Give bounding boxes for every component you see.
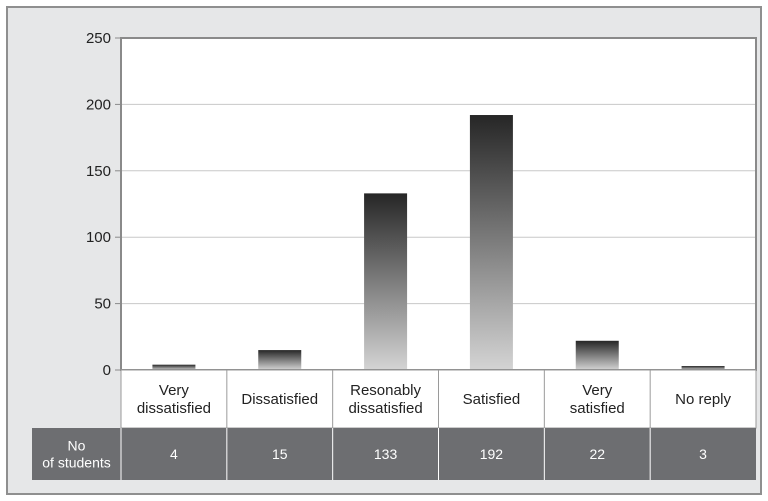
- table-value: 133: [374, 446, 398, 462]
- category-label: dissatisfied: [348, 400, 422, 417]
- y-axis-ticks: 0 50 100 150 200 250: [86, 30, 121, 379]
- gridlines: [121, 103, 756, 305]
- bar: [258, 350, 302, 370]
- y-tick-label: 0: [103, 362, 111, 379]
- category-label: dissatisfied: [137, 400, 211, 417]
- chart-frame: 0 50 100 150 200 250 Very dissatisfied 4 Dissati…: [6, 6, 762, 495]
- table-value: 4: [170, 446, 178, 462]
- row-label: of students: [42, 455, 111, 471]
- bar: [152, 364, 196, 370]
- y-tick-label: 100: [86, 229, 111, 246]
- category-label: Dissatisfied: [241, 391, 318, 408]
- table-value: 15: [272, 446, 288, 462]
- category-label: Very: [582, 382, 613, 399]
- bars: [152, 115, 725, 370]
- bar: [575, 340, 619, 370]
- y-tick-label: 50: [94, 296, 111, 313]
- y-tick-label: 250: [86, 30, 111, 47]
- data-table: Verydissatisfied4Dissatisfied15Resonably…: [32, 369, 757, 480]
- table-value: 22: [589, 446, 605, 462]
- table-value: 192: [480, 446, 504, 462]
- category-label: Resonably: [350, 382, 421, 399]
- value-row: [32, 428, 756, 480]
- y-tick-label: 200: [86, 96, 111, 113]
- table-value: 3: [699, 446, 707, 462]
- category-label: Satisfied: [463, 391, 521, 408]
- row-label: No: [68, 438, 86, 454]
- category-label: Very: [159, 382, 190, 399]
- category-label: No reply: [675, 391, 731, 408]
- y-tick-label: 150: [86, 163, 111, 180]
- bar: [364, 193, 408, 370]
- plot-area: [121, 38, 756, 370]
- category-label: satisfied: [570, 400, 625, 417]
- bar: [681, 366, 725, 370]
- bar: [469, 115, 513, 370]
